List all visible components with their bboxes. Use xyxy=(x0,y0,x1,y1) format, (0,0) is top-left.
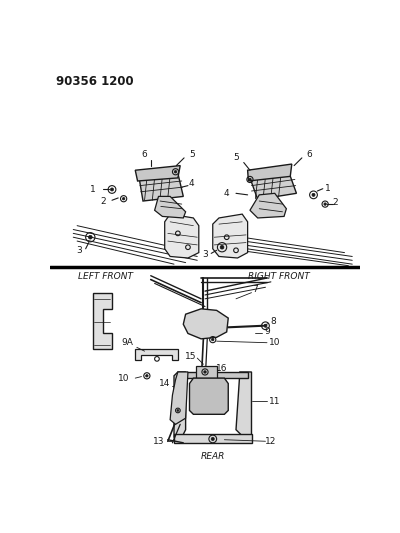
Polygon shape xyxy=(183,309,228,339)
Polygon shape xyxy=(165,214,199,258)
Circle shape xyxy=(177,409,179,411)
Text: 3: 3 xyxy=(202,251,208,260)
Circle shape xyxy=(220,245,224,249)
Polygon shape xyxy=(174,372,186,438)
Circle shape xyxy=(312,193,315,196)
Circle shape xyxy=(174,171,177,173)
Polygon shape xyxy=(248,164,292,181)
Text: 9A: 9A xyxy=(122,338,134,347)
Polygon shape xyxy=(170,372,188,424)
Text: 1: 1 xyxy=(324,184,330,193)
Circle shape xyxy=(88,236,92,239)
Text: 4: 4 xyxy=(224,189,230,198)
Text: 4: 4 xyxy=(189,179,195,188)
Text: 12: 12 xyxy=(265,437,276,446)
Text: 5: 5 xyxy=(233,154,239,163)
Polygon shape xyxy=(250,193,286,218)
Circle shape xyxy=(324,203,326,205)
Circle shape xyxy=(122,198,125,200)
Polygon shape xyxy=(236,372,252,438)
Text: 13: 13 xyxy=(153,437,164,446)
Text: 7: 7 xyxy=(252,285,258,294)
Polygon shape xyxy=(213,214,248,258)
Text: 9: 9 xyxy=(264,327,270,336)
Text: 1: 1 xyxy=(90,185,96,194)
Text: 11: 11 xyxy=(269,397,280,406)
Polygon shape xyxy=(250,172,296,199)
Text: 90356 1200: 90356 1200 xyxy=(56,75,134,88)
Polygon shape xyxy=(93,294,112,349)
Circle shape xyxy=(146,375,148,377)
Polygon shape xyxy=(196,366,217,378)
Circle shape xyxy=(204,371,206,373)
Text: RIGHT FRONT: RIGHT FRONT xyxy=(248,272,310,281)
Text: 10: 10 xyxy=(269,338,280,347)
Polygon shape xyxy=(190,378,228,414)
Circle shape xyxy=(264,324,267,327)
Text: 6: 6 xyxy=(307,150,312,159)
Text: 8: 8 xyxy=(270,318,276,326)
Circle shape xyxy=(110,188,114,191)
Circle shape xyxy=(211,438,214,440)
Text: 2: 2 xyxy=(100,197,106,206)
Polygon shape xyxy=(135,166,180,181)
Text: 2: 2 xyxy=(332,198,338,207)
Polygon shape xyxy=(135,349,178,360)
Text: LEFT FRONT: LEFT FRONT xyxy=(78,272,133,281)
Text: 3: 3 xyxy=(76,246,82,255)
Text: REAR: REAR xyxy=(200,452,225,461)
Polygon shape xyxy=(139,173,183,201)
Text: 16: 16 xyxy=(216,365,228,374)
Text: 14: 14 xyxy=(159,379,170,388)
Text: 10: 10 xyxy=(118,374,129,383)
Text: 6: 6 xyxy=(142,150,148,159)
Text: 15: 15 xyxy=(185,352,197,361)
Text: 5: 5 xyxy=(189,150,195,159)
Polygon shape xyxy=(174,433,252,443)
Circle shape xyxy=(212,338,214,341)
Polygon shape xyxy=(178,372,248,378)
Polygon shape xyxy=(155,196,186,218)
Circle shape xyxy=(249,178,251,181)
